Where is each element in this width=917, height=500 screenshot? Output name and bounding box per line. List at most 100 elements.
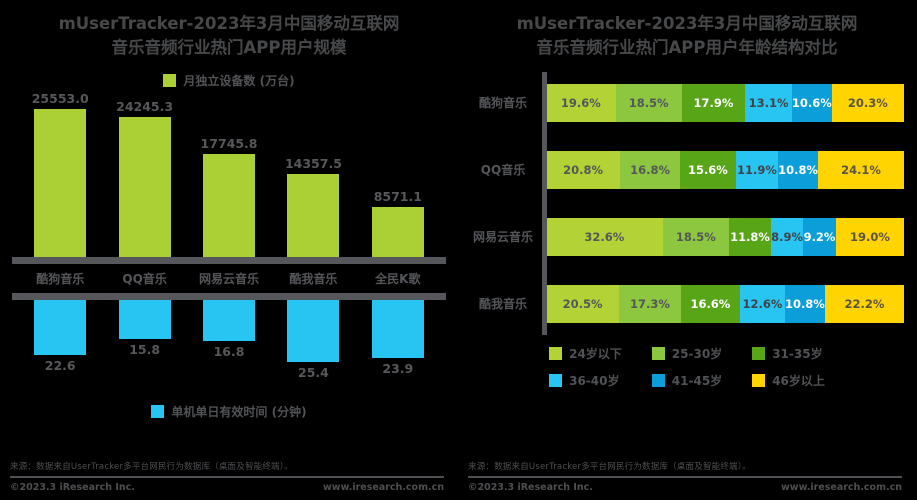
left-chart-panel: mUserTracker-2023年3月中国移动互联网 音乐音频行业热门APP用… [0, 0, 458, 500]
legend-label: 41-45岁 [671, 373, 723, 388]
left-axis-line-bottom [12, 292, 446, 300]
device-bar-column: 14357.5 [271, 156, 355, 257]
time-bar-column: 23.9 [356, 299, 440, 376]
legend-swatch [549, 373, 563, 387]
age-segment: 20.3% [831, 83, 904, 122]
app-row-label: 酷狗音乐 [478, 96, 527, 111]
legend-item: 24岁以下 [549, 345, 622, 362]
app-category-label: 网易云音乐 [199, 271, 260, 286]
time-bar [34, 299, 87, 355]
age-segment: 11.9% [735, 150, 779, 189]
age-segment: 10.8% [784, 284, 825, 323]
age-segment: 16.8% [620, 150, 681, 189]
age-segment: 18.5% [662, 217, 729, 256]
legend-swatch [752, 346, 766, 360]
stacked-bar-rows: 酷狗音乐 19.6% 18.5% 17.9% 13.1% 10.6% 20.3% QQ音乐 20… [466, 71, 908, 335]
age-segment: 12.6% [740, 284, 785, 323]
left-legend-devices: 月独立设备数 (万台) [8, 72, 450, 89]
time-value-label: 15.8 [129, 341, 161, 357]
device-value-label: 24245.3 [116, 98, 174, 114]
age-segment: 18.5% [615, 83, 682, 122]
device-value-label: 14357.5 [284, 155, 342, 171]
left-copyright: ©2023.3 iResearch Inc. [10, 482, 135, 493]
left-footer-bar: ©2023.3 iResearch Inc. www.iresearch.com… [10, 476, 444, 493]
legend-label: 36-40岁 [569, 373, 620, 388]
cyan-legend-swatch [151, 404, 165, 418]
age-segment: 11.8% [728, 217, 772, 256]
legend-swatch [549, 346, 563, 360]
left-legend-time: 单机单日有效时间 (分钟) [8, 403, 450, 420]
age-segment: 24.1% [818, 150, 904, 189]
device-bar [371, 206, 424, 257]
age-segment: 20.5% [546, 284, 620, 323]
time-value-label: 25.4 [298, 364, 329, 380]
right-copyright: ©2023.3 iResearch Inc. [468, 482, 593, 493]
left-category-labels: 酷狗音乐 QQ音乐 网易云音乐 酷我音乐 全民K歌 [8, 264, 450, 293]
right-axis-line [542, 71, 547, 335]
stacked-bar: 20.8% 16.8% 15.6% 11.9% 10.8% 24.1% [546, 150, 904, 189]
age-segment: 16.6% [680, 284, 740, 323]
time-value-label: 22.6 [44, 357, 76, 373]
device-value-label: 17745.8 [200, 135, 258, 151]
age-segment: 20.8% [546, 150, 621, 189]
device-value-label: 25553.0 [31, 90, 89, 106]
time-bar-column: 22.6 [18, 299, 102, 373]
legend-item: 25-30岁 [651, 345, 723, 362]
left-legend-devices-label: 月独立设备数 (万台) [183, 73, 295, 88]
app-category-label: 酷我音乐 [289, 271, 338, 286]
age-segment: 19.6% [546, 83, 616, 122]
stacked-bar: 20.5% 17.3% 16.6% 12.6% 10.8% 22.2% [546, 284, 905, 323]
age-segment: 9.2% [803, 217, 836, 256]
age-segment: 32.6% [546, 217, 663, 256]
legend-item: 41-45岁 [651, 372, 723, 389]
legend-label: 24岁以下 [569, 346, 622, 361]
legend-label: 25-30岁 [671, 346, 723, 361]
legend-label: 46岁以上 [772, 373, 825, 388]
app-row-label: 网易云音乐 [472, 230, 533, 245]
device-bar [118, 116, 171, 257]
legend-item: 46岁以上 [752, 372, 825, 389]
left-source-note: 来源：数据来自UserTracker多平台网民行为数据库（桌面及智能终端）。 [10, 462, 293, 472]
time-bar [118, 299, 171, 339]
time-bar [203, 299, 256, 341]
right-chart-panel: mUserTracker-2023年3月中国移动互联网 音乐音频行业热门APP用… [458, 0, 916, 500]
stacked-bar-row: 酷我音乐 20.5% 17.3% 16.6% 12.6% 10.8% 22.2% [479, 284, 905, 323]
left-axis-line-top [12, 256, 446, 264]
legend-label: 31-35岁 [772, 346, 823, 361]
time-value-label: 23.9 [382, 360, 414, 376]
age-group-legend: 24岁以下 25-30岁 31-35岁 36-40岁 41-45岁 46岁以上 [466, 345, 908, 389]
green-legend-swatch [163, 73, 177, 87]
right-footer-bar: ©2023.3 iResearch Inc. www.iresearch.com… [468, 476, 902, 493]
left-website: www.iresearch.com.cn [323, 482, 444, 493]
time-bar-column: 16.8 [187, 299, 271, 359]
device-bar-column: 17745.8 [187, 136, 271, 257]
age-segment: 13.1% [745, 83, 792, 122]
age-segment: 19.0% [835, 217, 904, 256]
left-chart-title: mUserTracker-2023年3月中国移动互联网 音乐音频行业热门APP用… [8, 12, 450, 60]
stacked-bar-row: QQ音乐 20.8% 16.8% 15.6% 11.9% 10.8% 24.1% [481, 150, 904, 189]
time-value-label: 16.8 [213, 343, 245, 359]
right-chart-title: mUserTracker-2023年3月中国移动互联网 音乐音频行业热门APP用… [466, 12, 908, 60]
device-value-label: 8571.1 [373, 188, 422, 204]
stacked-bar-row: 酷狗音乐 19.6% 18.5% 17.9% 13.1% 10.6% 20.3% [479, 83, 904, 122]
age-segment: 8.9% [771, 217, 804, 256]
age-segment: 22.2% [824, 284, 905, 323]
device-bar-column: 8571.1 [356, 189, 440, 257]
right-website: www.iresearch.com.cn [781, 482, 902, 493]
right-chart-title-line2: 音乐音频行业热门APP用户年龄结构对比 [536, 37, 838, 57]
app-category-label: 酷狗音乐 [36, 271, 85, 286]
cyan-bar-series: 22.6 15.8 16.8 25.4 23.9 [8, 299, 450, 395]
device-bar [34, 108, 87, 257]
right-source-note: 来源：数据来自UserTracker多平台网民行为数据库（桌面及智能终端）。 [468, 462, 751, 472]
green-bar-series: 25553.0 24245.3 17745.8 14357.5 8571.1 [8, 91, 450, 257]
age-segment: 17.3% [619, 284, 681, 323]
device-bar [287, 173, 340, 257]
left-legend-time-label: 单机单日有效时间 (分钟) [171, 404, 307, 419]
time-bar-column: 15.8 [102, 299, 186, 357]
stacked-bar: 32.6% 18.5% 11.8% 8.9% 9.2% 19.0% [546, 217, 904, 256]
device-bar [203, 153, 256, 257]
age-segment: 15.6% [680, 150, 736, 189]
app-category-label: QQ音乐 [122, 271, 167, 286]
time-bar [287, 299, 340, 362]
